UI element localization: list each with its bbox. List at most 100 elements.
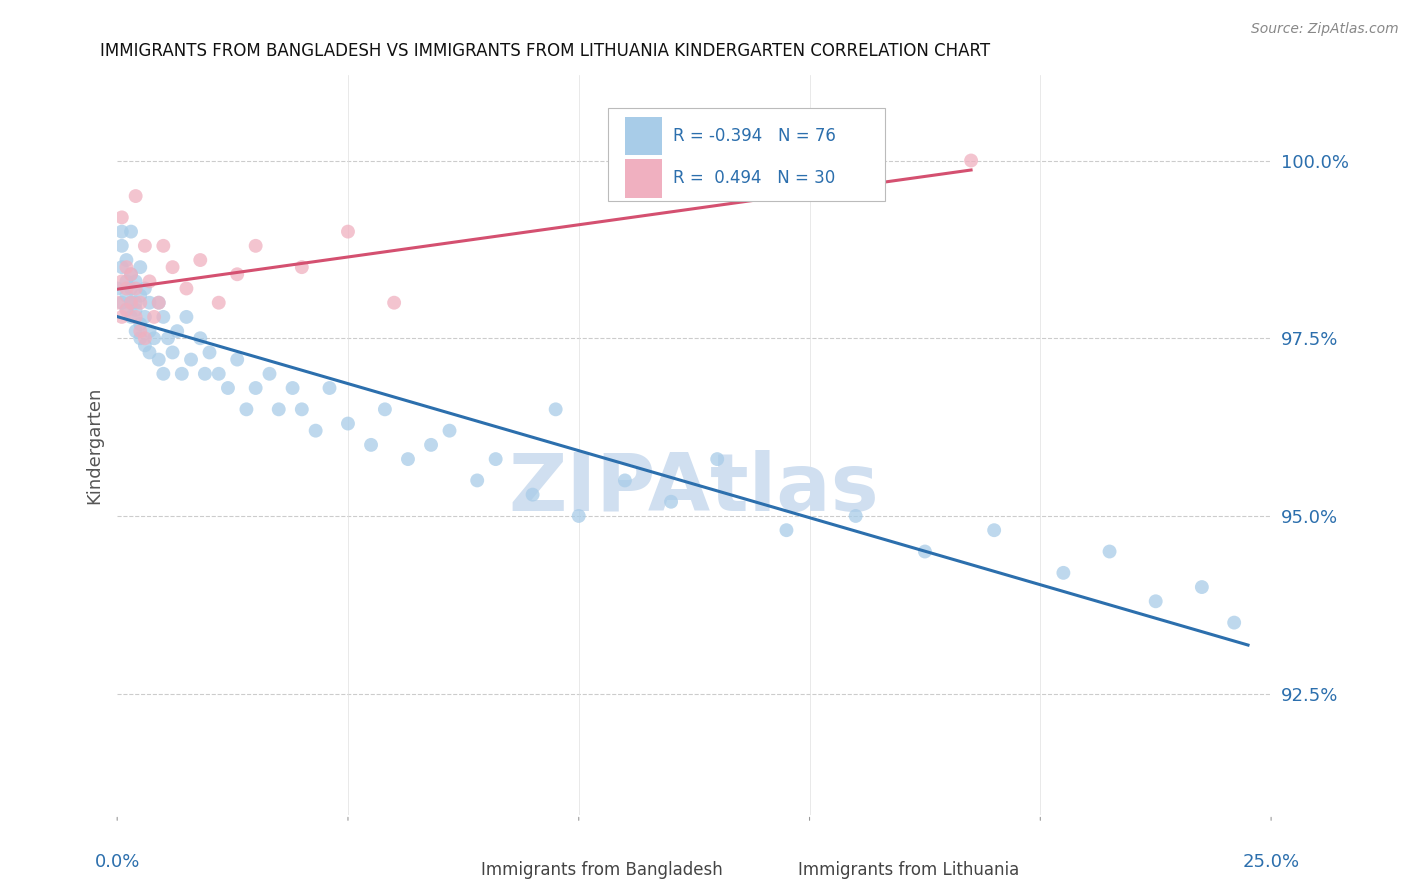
Point — [235, 402, 257, 417]
Point — [152, 239, 174, 253]
Point — [706, 452, 728, 467]
Point — [120, 225, 142, 239]
Point — [281, 381, 304, 395]
Point — [198, 345, 221, 359]
Point — [138, 295, 160, 310]
Point — [152, 310, 174, 324]
Point — [138, 345, 160, 359]
Point — [111, 260, 134, 274]
Point — [111, 295, 134, 310]
Text: IMMIGRANTS FROM BANGLADESH VS IMMIGRANTS FROM LITHUANIA KINDERGARTEN CORRELATION: IMMIGRANTS FROM BANGLADESH VS IMMIGRANTS… — [100, 42, 990, 60]
FancyBboxPatch shape — [607, 109, 884, 201]
Point — [115, 274, 138, 288]
Point — [129, 260, 152, 274]
Point — [305, 424, 328, 438]
Point — [111, 211, 134, 225]
Point — [775, 523, 797, 537]
Text: 25.0%: 25.0% — [1243, 854, 1299, 871]
Point — [465, 474, 488, 488]
Point — [217, 381, 239, 395]
Point — [120, 295, 142, 310]
Point — [336, 225, 359, 239]
Point — [152, 367, 174, 381]
Point — [267, 402, 290, 417]
Point — [420, 438, 443, 452]
Point — [115, 302, 138, 317]
Point — [115, 260, 138, 274]
Point — [129, 324, 152, 338]
Text: ZIPAtlas: ZIPAtlas — [509, 450, 880, 528]
Point — [485, 452, 508, 467]
FancyBboxPatch shape — [755, 855, 789, 888]
Text: Immigrants from Bangladesh: Immigrants from Bangladesh — [481, 861, 723, 879]
Point — [188, 253, 211, 268]
Point — [960, 153, 983, 168]
FancyBboxPatch shape — [624, 117, 662, 155]
Point — [115, 281, 138, 295]
Point — [162, 345, 184, 359]
Point — [318, 381, 340, 395]
Point — [156, 331, 179, 345]
Point — [124, 302, 146, 317]
Text: 0.0%: 0.0% — [94, 854, 139, 871]
Point — [124, 274, 146, 288]
Point — [124, 295, 146, 310]
Point — [129, 295, 152, 310]
Point — [134, 338, 156, 352]
Point — [522, 488, 544, 502]
Point — [914, 544, 936, 558]
Point — [544, 402, 567, 417]
Point — [134, 239, 156, 253]
Point — [124, 189, 146, 203]
Point — [226, 267, 249, 281]
Point — [129, 331, 152, 345]
Point — [124, 324, 146, 338]
Point — [613, 474, 636, 488]
Point — [134, 310, 156, 324]
FancyBboxPatch shape — [624, 160, 662, 198]
Point — [143, 310, 166, 324]
Point — [176, 310, 198, 324]
Point — [166, 324, 188, 338]
Point — [1052, 566, 1074, 580]
Point — [111, 274, 134, 288]
Point — [568, 508, 591, 523]
Point — [188, 331, 211, 345]
Point — [170, 367, 193, 381]
Point — [245, 239, 267, 253]
Point — [180, 352, 202, 367]
Point — [148, 295, 170, 310]
Point — [291, 260, 314, 274]
Point — [120, 267, 142, 281]
Point — [1144, 594, 1167, 608]
Point — [134, 331, 156, 345]
Text: Source: ZipAtlas.com: Source: ZipAtlas.com — [1251, 22, 1399, 37]
Point — [111, 310, 134, 324]
Point — [208, 367, 231, 381]
Y-axis label: Kindergarten: Kindergarten — [86, 386, 103, 504]
Point — [382, 295, 405, 310]
Point — [259, 367, 281, 381]
Point — [396, 452, 419, 467]
Point — [120, 310, 142, 324]
Text: R = -0.394   N = 76: R = -0.394 N = 76 — [673, 127, 837, 145]
Point — [105, 281, 128, 295]
Point — [134, 281, 156, 295]
Point — [162, 260, 184, 274]
Point — [1191, 580, 1213, 594]
Point — [148, 295, 170, 310]
Point — [845, 508, 868, 523]
Point — [659, 495, 682, 509]
Point — [129, 317, 152, 331]
Point — [105, 295, 128, 310]
Point — [129, 288, 152, 302]
Point — [120, 267, 142, 281]
FancyBboxPatch shape — [439, 855, 471, 888]
Point — [374, 402, 396, 417]
Point — [291, 402, 314, 417]
Text: Immigrants from Lithuania: Immigrants from Lithuania — [799, 861, 1019, 879]
Point — [120, 295, 142, 310]
Point — [208, 295, 231, 310]
Point — [120, 281, 142, 295]
Point — [111, 239, 134, 253]
